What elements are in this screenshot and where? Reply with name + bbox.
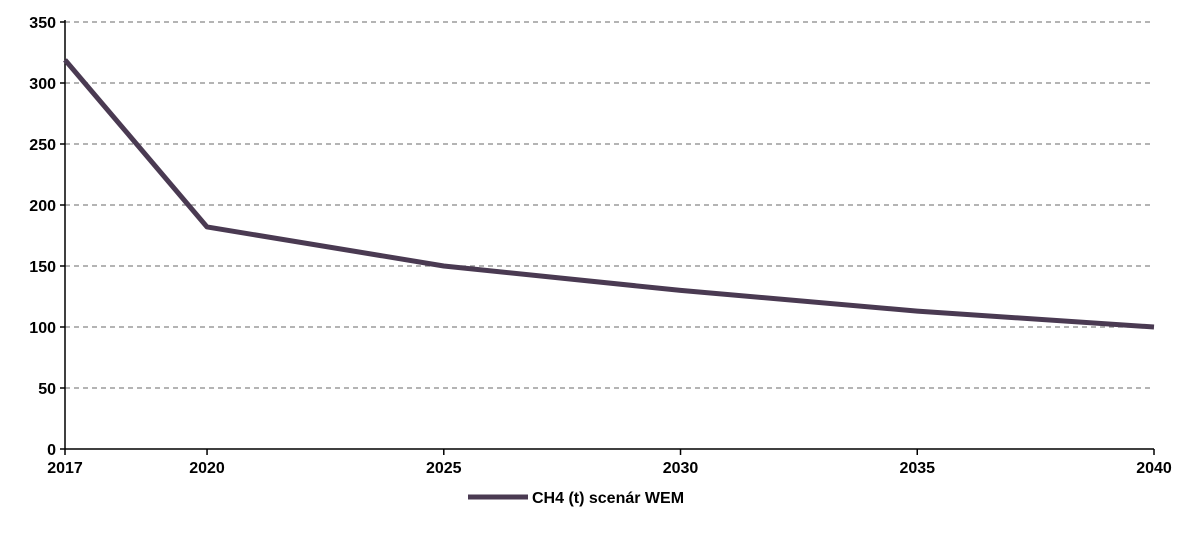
x-tick-label-2025: 2025 bbox=[426, 460, 462, 477]
x-tick-labels: 2017 2020 2025 2030 2035 2040 bbox=[47, 449, 1172, 477]
y-tick-label-350: 350 bbox=[29, 15, 56, 32]
y-tick-label-100: 100 bbox=[29, 320, 56, 337]
series-line-0 bbox=[63, 58, 1155, 330]
x-tick-label-2030: 2030 bbox=[663, 460, 699, 477]
y-tick-label-0: 0 bbox=[47, 442, 56, 459]
legend-label: CH4 (t) scenár WEM bbox=[532, 490, 684, 507]
legend: CH4 (t) scenár WEM bbox=[468, 490, 684, 507]
y-tick-label-150: 150 bbox=[29, 259, 56, 276]
y-tick-label-300: 300 bbox=[29, 76, 56, 93]
y-tick-label-250: 250 bbox=[29, 137, 56, 154]
series-group bbox=[63, 58, 1155, 330]
gridlines bbox=[65, 21, 1154, 389]
y-tick-labels: 0 50 100 150 200 250 300 350 bbox=[29, 15, 65, 459]
x-tick-label-2017: 2017 bbox=[47, 460, 83, 477]
axes bbox=[64, 20, 1154, 450]
y-tick-label-50: 50 bbox=[38, 381, 56, 398]
y-tick-label-200: 200 bbox=[29, 198, 56, 215]
x-tick-label-2040: 2040 bbox=[1136, 460, 1172, 477]
x-tick-label-2020: 2020 bbox=[189, 460, 225, 477]
x-tick-label-2035: 2035 bbox=[899, 460, 935, 477]
